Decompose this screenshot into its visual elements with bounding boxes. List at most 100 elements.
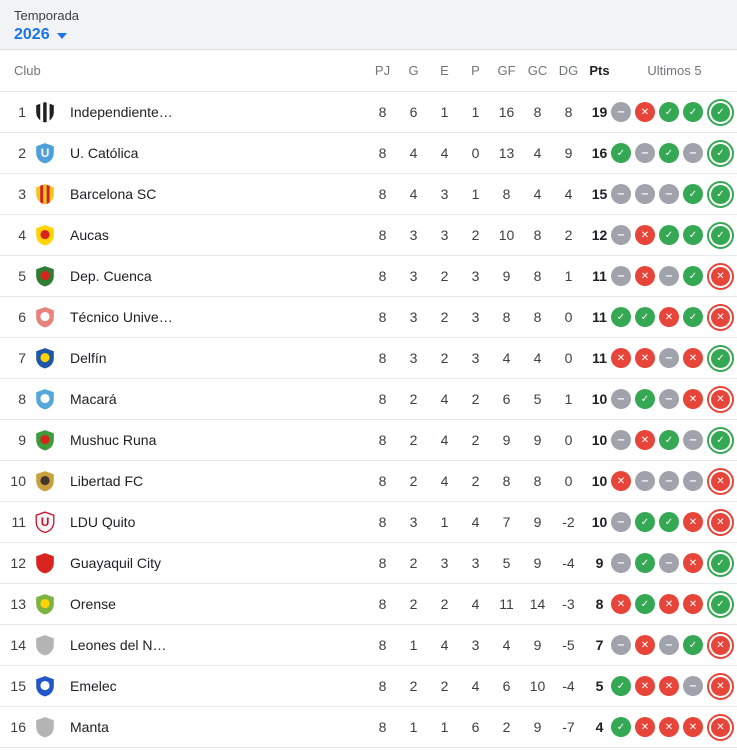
result-loss-icon[interactable]: ✕ <box>635 717 655 737</box>
result-loss-icon[interactable]: ✕ <box>611 471 631 491</box>
result-draw-icon[interactable]: − <box>611 635 631 655</box>
result-win-icon-latest[interactable]: ✓ <box>707 590 734 618</box>
result-draw-icon[interactable]: − <box>683 676 703 696</box>
result-loss-icon-latest[interactable]: ✕ <box>707 262 734 290</box>
result-loss-icon-latest[interactable]: ✕ <box>707 672 734 700</box>
table-row[interactable]: 15 Emelec 8 2 2 4 6 10 -4 5 ✓ ✕ ✕ − ✕ <box>0 666 737 707</box>
result-win-icon[interactable]: ✓ <box>683 225 703 245</box>
result-win-icon[interactable]: ✓ <box>635 594 655 614</box>
result-draw-icon[interactable]: − <box>611 266 631 286</box>
table-row[interactable]: 6 Técnico Unive… 8 3 2 3 8 8 0 11 ✓ ✓ ✕ ✓ ✕ <box>0 297 737 338</box>
result-loss-icon[interactable]: ✕ <box>683 389 703 409</box>
result-draw-icon[interactable]: − <box>611 430 631 450</box>
result-draw-icon[interactable]: − <box>635 471 655 491</box>
result-draw-icon[interactable]: − <box>659 553 679 573</box>
result-win-icon[interactable]: ✓ <box>659 430 679 450</box>
result-win-icon[interactable]: ✓ <box>659 512 679 532</box>
result-loss-icon[interactable]: ✕ <box>635 635 655 655</box>
result-win-icon-latest[interactable]: ✓ <box>707 426 734 454</box>
stat-e: 3 <box>440 227 449 243</box>
result-loss-icon-latest[interactable]: ✕ <box>707 508 734 536</box>
result-draw-icon[interactable]: − <box>659 266 679 286</box>
result-loss-icon[interactable]: ✕ <box>635 266 655 286</box>
result-win-icon[interactable]: ✓ <box>659 225 679 245</box>
result-win-icon[interactable]: ✓ <box>683 307 703 327</box>
result-loss-icon[interactable]: ✕ <box>611 594 631 614</box>
result-draw-icon[interactable]: − <box>683 471 703 491</box>
result-draw-icon[interactable]: − <box>659 184 679 204</box>
result-draw-icon[interactable]: − <box>611 184 631 204</box>
result-draw-icon[interactable]: − <box>611 389 631 409</box>
result-loss-icon[interactable]: ✕ <box>683 717 703 737</box>
result-draw-icon[interactable]: − <box>683 143 703 163</box>
result-win-icon[interactable]: ✓ <box>611 676 631 696</box>
team-name: Delfín <box>70 350 107 366</box>
result-loss-icon-latest[interactable]: ✕ <box>707 303 734 331</box>
result-loss-icon[interactable]: ✕ <box>659 717 679 737</box>
table-row[interactable]: 16 Manta 8 1 1 6 2 9 -7 4 ✓ ✕ ✕ ✕ ✕ <box>0 707 737 748</box>
table-row[interactable]: 13 Orense 8 2 2 4 11 14 -3 8 ✕ ✓ ✕ ✕ ✓ <box>0 584 737 625</box>
result-win-icon[interactable]: ✓ <box>659 102 679 122</box>
result-win-icon[interactable]: ✓ <box>611 307 631 327</box>
table-row[interactable]: 3 Barcelona SC 8 4 3 1 8 4 4 15 − − − ✓ ✓ <box>0 174 737 215</box>
table-row[interactable]: 8 Macará 8 2 4 2 6 5 1 10 − ✓ − ✕ ✕ <box>0 379 737 420</box>
table-row[interactable]: 11 U LDU Quito 8 3 1 4 7 9 -2 10 − ✓ ✓ ✕ ✕ <box>0 502 737 543</box>
result-draw-icon[interactable]: − <box>611 102 631 122</box>
result-loss-icon[interactable]: ✕ <box>659 307 679 327</box>
result-win-icon[interactable]: ✓ <box>635 512 655 532</box>
result-loss-icon[interactable]: ✕ <box>635 102 655 122</box>
table-row[interactable]: 7 Delfín 8 3 2 3 4 4 0 11 ✕ ✕ − ✕ ✓ <box>0 338 737 379</box>
result-loss-icon[interactable]: ✕ <box>635 676 655 696</box>
result-draw-icon[interactable]: − <box>683 430 703 450</box>
result-loss-icon[interactable]: ✕ <box>683 348 703 368</box>
result-draw-icon[interactable]: − <box>659 471 679 491</box>
result-win-icon[interactable]: ✓ <box>683 102 703 122</box>
result-win-icon-latest[interactable]: ✓ <box>707 344 734 372</box>
result-loss-icon-latest[interactable]: ✕ <box>707 467 734 495</box>
result-win-icon-latest[interactable]: ✓ <box>707 549 734 577</box>
table-row[interactable]: 5 Dep. Cuenca 8 3 2 3 9 8 1 11 − ✕ − ✓ ✕ <box>0 256 737 297</box>
result-win-icon[interactable]: ✓ <box>635 389 655 409</box>
result-loss-icon[interactable]: ✕ <box>683 594 703 614</box>
result-win-icon[interactable]: ✓ <box>659 143 679 163</box>
result-win-icon-latest[interactable]: ✓ <box>707 139 734 167</box>
table-row[interactable]: 1 Independiente… 8 6 1 1 16 8 8 19 − ✕ ✓ ✓ ✓ <box>0 92 737 133</box>
result-draw-icon[interactable]: − <box>659 348 679 368</box>
result-win-icon[interactable]: ✓ <box>635 307 655 327</box>
result-win-icon[interactable]: ✓ <box>683 635 703 655</box>
result-win-icon[interactable]: ✓ <box>683 184 703 204</box>
table-row[interactable]: 14 Leones del N… 8 1 4 3 4 9 -5 7 − ✕ − ✓ ✕ <box>0 625 737 666</box>
result-loss-icon-latest[interactable]: ✕ <box>707 385 734 413</box>
result-win-icon-latest[interactable]: ✓ <box>707 180 734 208</box>
result-win-icon[interactable]: ✓ <box>635 553 655 573</box>
result-loss-icon[interactable]: ✕ <box>659 676 679 696</box>
result-draw-icon[interactable]: − <box>659 635 679 655</box>
table-row[interactable]: 12 Guayaquil City 8 2 3 3 5 9 -4 9 − ✓ − ✕ ✓ <box>0 543 737 584</box>
result-loss-icon[interactable]: ✕ <box>635 225 655 245</box>
result-loss-icon-latest[interactable]: ✕ <box>707 713 734 741</box>
result-draw-icon[interactable]: − <box>635 143 655 163</box>
season-dropdown[interactable]: 2026 <box>14 26 67 44</box>
result-draw-icon[interactable]: − <box>611 225 631 245</box>
result-loss-icon[interactable]: ✕ <box>635 430 655 450</box>
result-win-icon[interactable]: ✓ <box>683 266 703 286</box>
result-loss-icon-latest[interactable]: ✕ <box>707 631 734 659</box>
result-draw-icon[interactable]: − <box>635 184 655 204</box>
result-loss-icon[interactable]: ✕ <box>659 594 679 614</box>
stat-pj: 8 <box>378 473 387 489</box>
result-loss-icon[interactable]: ✕ <box>683 553 703 573</box>
result-loss-icon[interactable]: ✕ <box>611 348 631 368</box>
result-win-icon[interactable]: ✓ <box>611 143 631 163</box>
result-win-icon[interactable]: ✓ <box>611 717 631 737</box>
result-draw-icon[interactable]: − <box>611 512 631 532</box>
table-row[interactable]: 2 U U. Católica 8 4 4 0 13 4 9 16 ✓ − ✓ − ✓ <box>0 133 737 174</box>
table-row[interactable]: 9 Mushuc Runa 8 2 4 2 9 9 0 10 − ✕ ✓ − ✓ <box>0 420 737 461</box>
result-win-icon-latest[interactable]: ✓ <box>707 221 734 249</box>
table-row[interactable]: 4 Aucas 8 3 3 2 10 8 2 12 − ✕ ✓ ✓ ✓ <box>0 215 737 256</box>
table-row[interactable]: 10 Libertad FC 8 2 4 2 8 8 0 10 ✕ − − − ✕ <box>0 461 737 502</box>
result-win-icon-latest[interactable]: ✓ <box>707 98 734 126</box>
result-loss-icon[interactable]: ✕ <box>635 348 655 368</box>
result-loss-icon[interactable]: ✕ <box>683 512 703 532</box>
result-draw-icon[interactable]: − <box>611 553 631 573</box>
result-draw-icon[interactable]: − <box>659 389 679 409</box>
